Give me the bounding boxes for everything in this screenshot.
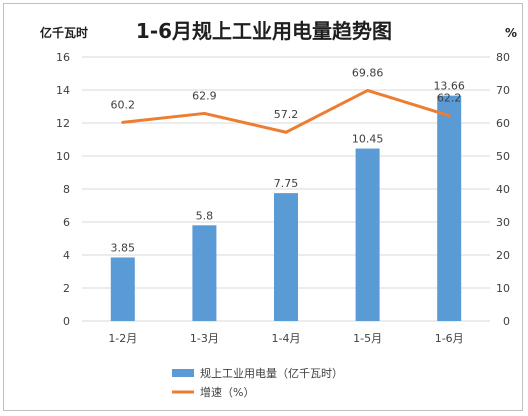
legend-bar-swatch xyxy=(172,369,194,377)
legend-line-label: 增速（%） xyxy=(200,385,254,399)
right-tick-label: 50 xyxy=(496,150,510,163)
legend: 规上工业用电量（亿千瓦时） 增速（%） xyxy=(172,366,343,399)
right-tick-label: 60 xyxy=(496,117,510,130)
gridlines xyxy=(82,56,490,322)
line-data-label: 62.9 xyxy=(192,89,217,102)
left-tick-label: 16 xyxy=(56,51,70,64)
line-point xyxy=(447,114,451,118)
legend-bar-label: 规上工业用电量（亿千瓦时） xyxy=(200,366,343,380)
right-tick-label: 80 xyxy=(496,51,510,64)
bar xyxy=(192,225,217,321)
bar xyxy=(437,95,462,321)
line-data-label: 62.2 xyxy=(437,92,462,105)
left-tick-label: 14 xyxy=(56,84,70,97)
line-series xyxy=(121,88,451,134)
line-data-label: 60.2 xyxy=(111,98,136,111)
right-tick-label: 10 xyxy=(496,282,510,295)
line-point xyxy=(121,120,125,124)
left-tick-label: 10 xyxy=(56,150,70,163)
bar-series xyxy=(110,95,462,321)
bar xyxy=(274,193,298,321)
bar-data-labels: 3.85 5.8 7.75 10.45 13.66 xyxy=(111,80,465,255)
bar-data-label: 7.75 xyxy=(274,177,299,190)
bar-data-label: 3.85 xyxy=(111,241,136,254)
right-axis-ticks: 0 10 20 30 40 50 60 70 80 xyxy=(496,51,510,328)
x-axis-ticks: 1-2月 1-3月 1-4月 1-5月 1-6月 xyxy=(108,332,463,345)
line-point xyxy=(284,130,288,134)
bar-data-label: 10.45 xyxy=(352,133,384,146)
line-data-label: 57.2 xyxy=(274,108,299,121)
line-point xyxy=(202,111,206,115)
bar xyxy=(110,257,135,321)
bar-data-label: 13.66 xyxy=(433,80,465,93)
bar xyxy=(355,148,380,321)
x-tick-label: 1-5月 xyxy=(353,332,382,345)
right-tick-label: 70 xyxy=(496,84,510,97)
chart-frame xyxy=(3,3,523,411)
line-data-label: 69.86 xyxy=(352,66,384,79)
left-axis-unit: 亿千瓦时 xyxy=(40,25,88,40)
line-data-labels: 60.2 62.9 57.2 69.86 62.2 xyxy=(111,66,462,121)
bar-data-label: 5.8 xyxy=(196,209,214,222)
left-tick-label: 4 xyxy=(63,249,70,262)
right-axis-unit: % xyxy=(505,26,517,40)
right-tick-label: 30 xyxy=(496,216,510,229)
x-tick-label: 1-4月 xyxy=(272,332,301,345)
left-tick-label: 8 xyxy=(63,183,70,196)
line-point xyxy=(366,88,370,92)
left-tick-label: 0 xyxy=(63,315,70,328)
x-tick-label: 1-6月 xyxy=(435,332,464,345)
right-tick-label: 0 xyxy=(503,315,510,328)
left-axis-ticks: 0 2 4 6 8 10 12 14 16 xyxy=(56,51,70,328)
right-tick-label: 20 xyxy=(496,249,510,262)
left-tick-label: 2 xyxy=(63,282,70,295)
left-tick-label: 6 xyxy=(63,216,70,229)
left-tick-label: 12 xyxy=(56,117,70,130)
x-tick-label: 1-2月 xyxy=(108,332,137,345)
right-tick-label: 40 xyxy=(496,183,510,196)
x-tick-label: 1-3月 xyxy=(190,332,219,345)
chart-title: 1-6月规上工业用电量趋势图 xyxy=(136,19,392,43)
